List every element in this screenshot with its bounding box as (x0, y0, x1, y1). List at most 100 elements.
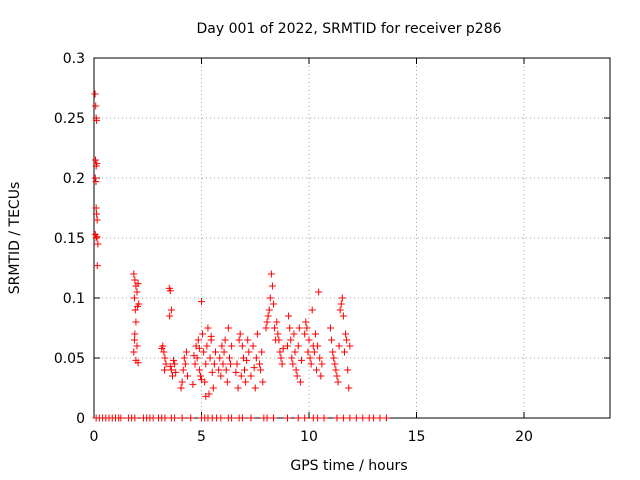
data-point (267, 270, 275, 278)
data-point (259, 378, 267, 386)
data-point (314, 342, 322, 350)
data-point (295, 324, 303, 332)
data-point (303, 324, 311, 332)
data-point (306, 354, 314, 362)
data-point (359, 414, 367, 422)
data-point (256, 360, 264, 368)
data-point (228, 414, 236, 422)
data-point (208, 368, 216, 376)
data-point (217, 372, 225, 380)
data-point (343, 336, 351, 344)
data-point (167, 306, 175, 314)
data-point (257, 366, 265, 374)
data-point (221, 336, 229, 344)
data-point (162, 360, 170, 368)
data-point (336, 306, 344, 314)
data-point (296, 378, 304, 386)
data-point (132, 318, 140, 326)
data-point (93, 262, 101, 270)
data-point (305, 336, 313, 344)
data-point (238, 342, 246, 350)
data-point (270, 300, 278, 308)
data-point (317, 372, 325, 380)
x-tick-label: 5 (197, 429, 206, 445)
data-point (273, 318, 281, 326)
data-point (235, 336, 243, 344)
data-point (237, 372, 245, 380)
data-point (131, 330, 139, 338)
data-point (233, 360, 241, 368)
data-point (161, 354, 169, 362)
data-point (329, 348, 337, 356)
data-point (207, 332, 215, 340)
data-point (195, 366, 203, 374)
data-point (206, 354, 214, 362)
data-point (234, 384, 242, 392)
data-point (278, 360, 286, 368)
y-tick-label: 0.15 (54, 231, 85, 247)
data-point (160, 348, 168, 356)
data-point (344, 366, 352, 374)
axis-ticks: 0 5 10 15 20 0 0.05 0.1 0.15 0.2 0.25 0.3 (54, 51, 610, 445)
data-point (253, 330, 261, 338)
data-point (92, 156, 100, 164)
data-point (130, 294, 138, 302)
data-point (244, 336, 252, 344)
data-point (167, 366, 175, 374)
data-point (370, 414, 377, 422)
data-point (131, 276, 139, 284)
y-tick-label: 0.3 (63, 51, 85, 67)
data-point (181, 360, 189, 368)
data-point (166, 312, 174, 320)
data-point (275, 336, 283, 344)
data-point (263, 318, 271, 326)
data-point (91, 90, 99, 98)
data-point (204, 324, 212, 332)
data-point (243, 356, 251, 364)
data-point (158, 344, 166, 352)
data-point (330, 354, 338, 362)
data-point (294, 342, 302, 350)
data-point (131, 414, 139, 422)
data-point (337, 300, 345, 308)
data-point (332, 366, 340, 374)
data-point (346, 414, 354, 422)
data-point (334, 378, 342, 386)
data-point (327, 324, 334, 332)
data-point (265, 306, 273, 314)
data-point (333, 372, 341, 380)
data-point (222, 366, 230, 374)
data-point (218, 342, 226, 350)
data-point (339, 312, 347, 320)
data-point (270, 414, 278, 422)
data-point (313, 366, 321, 374)
y-tick-label: 0 (76, 411, 85, 427)
data-point (166, 362, 174, 370)
data-point (166, 287, 174, 295)
data-point (289, 360, 297, 368)
data-point (92, 102, 100, 110)
y-tick-label: 0.2 (63, 171, 85, 187)
data-point (264, 312, 272, 320)
data-point (242, 378, 250, 386)
data-point (227, 360, 235, 368)
data-point (210, 360, 218, 368)
data-point (93, 216, 101, 224)
data-point (285, 312, 293, 320)
x-tick-label: 15 (408, 429, 426, 445)
data-point (290, 330, 298, 338)
data-point (189, 380, 197, 388)
data-point (91, 174, 99, 182)
data-point (258, 348, 266, 356)
data-point (262, 324, 270, 332)
data-point (314, 414, 322, 422)
data-point (180, 354, 188, 362)
data-point (328, 336, 336, 344)
data-point (241, 366, 248, 374)
data-point (301, 330, 309, 338)
data-point (287, 336, 295, 344)
data-point (133, 342, 141, 350)
data-point (345, 384, 353, 392)
x-tick-label: 0 (90, 429, 99, 445)
data-series (91, 90, 390, 422)
